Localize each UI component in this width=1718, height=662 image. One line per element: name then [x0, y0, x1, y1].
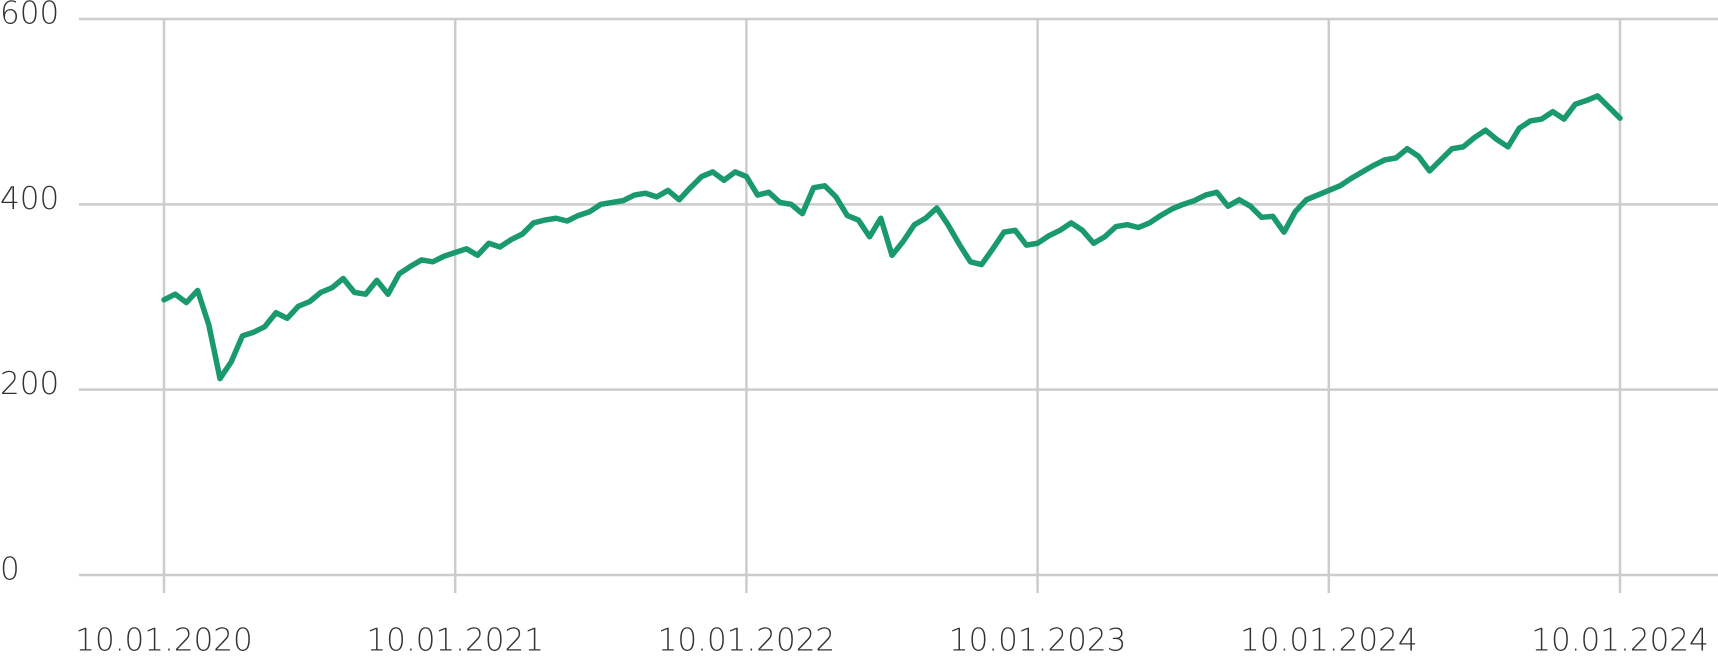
y-tick-label: 600	[0, 0, 59, 32]
y-tick-label: 400	[0, 181, 59, 217]
x-tick-label: 10.01.2023	[949, 623, 1127, 659]
line	[161, 93, 1623, 382]
x-tick-label: 10.01.2022	[658, 623, 836, 659]
x-tick-label: 10.01.2021	[366, 623, 544, 659]
x-tick-label: 10.01.2024	[1240, 623, 1418, 659]
x-tick-label: 10.01.2020	[75, 623, 253, 659]
y-tick-label: 200	[0, 366, 59, 402]
y-tick-label: 0	[0, 552, 20, 588]
x-tick-label: 10.01.2024	[1531, 623, 1709, 659]
